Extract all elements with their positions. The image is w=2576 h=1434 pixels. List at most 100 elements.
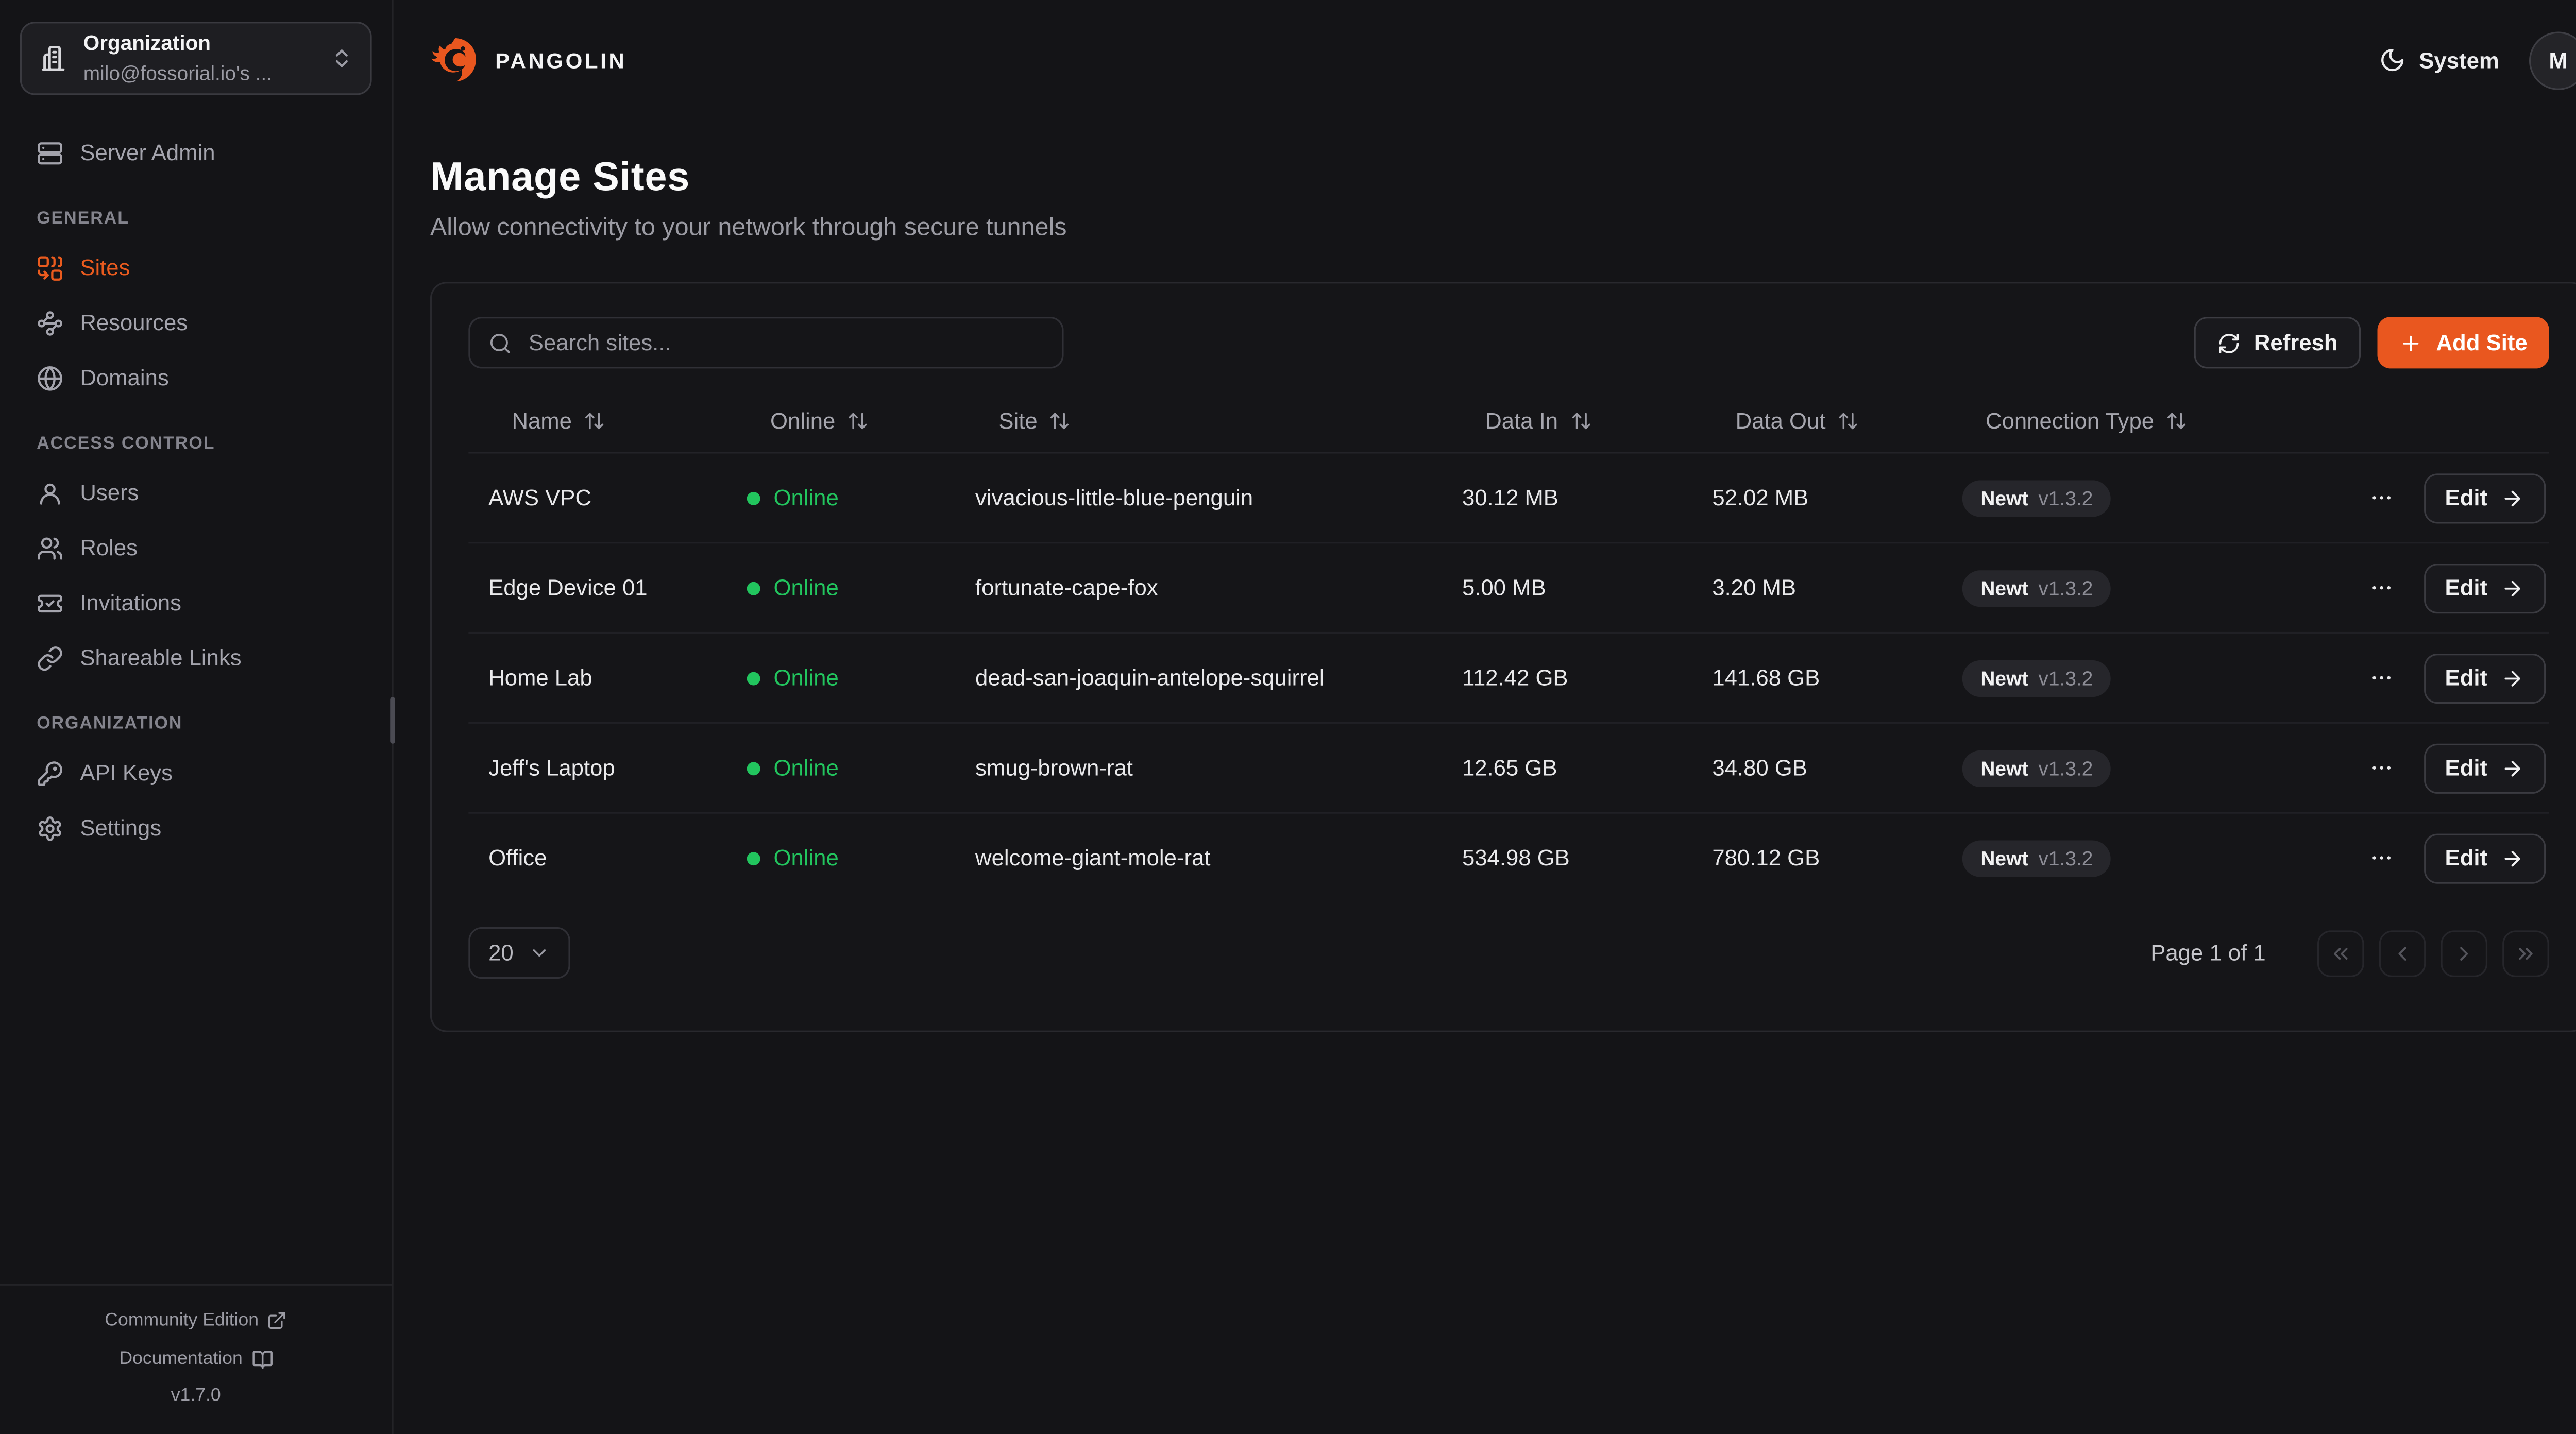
last-page-button[interactable] [2502, 929, 2549, 977]
data-in-value: 12.65 GB [1462, 755, 1557, 781]
arrow-right-icon [2501, 576, 2524, 599]
edit-button[interactable]: Edit [2423, 472, 2546, 523]
community-edition-link[interactable]: Community Edition [105, 1302, 287, 1339]
previous-page-button[interactable] [2379, 929, 2426, 977]
site-slug: vivacious-little-blue-penguin [975, 485, 1253, 510]
header-data-in[interactable]: Data In [1442, 408, 1692, 434]
sidebar-item-label: Sites [80, 255, 130, 280]
avatar-initial: M [2549, 47, 2568, 73]
sites-icon [37, 254, 63, 281]
header-site[interactable]: Site [955, 408, 1442, 434]
refresh-button[interactable]: Refresh [2194, 317, 2361, 369]
edit-button[interactable]: Edit [2423, 832, 2546, 883]
data-out-value: 141.68 GB [1712, 665, 1820, 691]
add-site-button[interactable]: Add Site [2378, 317, 2549, 369]
sidebar-item-label: Server Admin [80, 140, 215, 165]
site-slug: fortunate-cape-fox [975, 575, 1158, 601]
sidebar-item-label: Invitations [80, 590, 182, 616]
sidebar-item-domains[interactable]: Domains [20, 350, 372, 405]
header-connection-type[interactable]: Connection Type [1942, 408, 2251, 434]
chevron-right-icon [2460, 946, 2468, 960]
theme-label: System [2419, 47, 2499, 73]
theme-toggle[interactable]: System [2379, 47, 2499, 74]
sidebar-item-shareable-links[interactable]: Shareable Links [20, 630, 372, 686]
row-more-options-icon[interactable] [2368, 845, 2394, 870]
page-size-value: 20 [488, 940, 514, 966]
avatar[interactable]: M [2529, 30, 2576, 90]
header-online[interactable]: Online [727, 408, 955, 434]
sort-icon [2166, 410, 2188, 432]
data-out-value: 780.12 GB [1712, 845, 1820, 870]
search-icon [488, 331, 512, 354]
row-more-options-icon[interactable] [2368, 665, 2394, 691]
page-title: Manage Sites [430, 155, 690, 200]
sidebar-item-invitations[interactable]: Invitations [20, 575, 372, 630]
table-row: Home Lab Online dead-san-joaquin-antelop… [468, 634, 2549, 724]
online-dot-icon [747, 581, 760, 595]
site-slug: welcome-giant-mole-rat [975, 845, 1211, 870]
edit-button[interactable]: Edit [2423, 653, 2546, 703]
sidebar-item-users[interactable]: Users [20, 465, 372, 520]
next-page-button[interactable] [2441, 929, 2488, 977]
online-status: Online [727, 845, 955, 870]
connection-type-badge: Newt v1.3.2 [1962, 839, 2111, 877]
sidebar-item-api-keys[interactable]: API Keys [20, 745, 372, 800]
moon-icon [2379, 47, 2406, 74]
page-size-select[interactable]: 20 [468, 927, 570, 979]
users-icon [37, 535, 63, 561]
section-heading-access-control: ACCESS CONTROL [37, 433, 215, 454]
site-name: Jeff's Laptop [488, 755, 615, 781]
sidebar-item-settings[interactable]: Settings [20, 800, 372, 856]
sidebar-item-label: Shareable Links [80, 645, 242, 671]
chevrons-left-icon [2334, 947, 2348, 959]
sidebar-item-sites[interactable]: Sites [20, 240, 372, 295]
pagination: 20 Page 1 of 1 [468, 927, 2549, 979]
first-page-button[interactable] [2317, 929, 2364, 977]
refresh-label: Refresh [2253, 330, 2338, 355]
pangolin-logo-icon [430, 35, 480, 85]
app-version: v1.7.0 [171, 1386, 221, 1406]
row-more-options-icon[interactable] [2368, 575, 2394, 601]
table-header-row: Name Online Site Data In Data Out Connec… [468, 390, 2549, 454]
main-content: PANGOLIN System M Manage Sites Allow con… [394, 0, 2576, 1434]
header-name[interactable]: Name [468, 408, 727, 434]
org-selector[interactable]: Organization milo@fossorial.io's ... [20, 22, 372, 95]
online-status: Online [727, 575, 955, 600]
search-input[interactable] [525, 328, 1044, 357]
edit-button[interactable]: Edit [2423, 562, 2546, 613]
plus-icon [2399, 331, 2422, 354]
sidebar-item-resources[interactable]: Resources [20, 295, 372, 350]
edit-button[interactable]: Edit [2423, 743, 2546, 793]
online-dot-icon [747, 491, 760, 505]
community-edition-label: Community Edition [105, 1310, 259, 1331]
building-icon [38, 43, 68, 73]
page-subtitle: Allow connectivity to your network throu… [430, 213, 1067, 242]
online-status: Online [727, 485, 955, 510]
ticket-check-icon [37, 589, 63, 616]
connection-type-badge: Newt v1.3.2 [1962, 659, 2111, 696]
sidebar-item-server-admin[interactable]: Server Admin [20, 125, 372, 180]
site-name: AWS VPC [488, 485, 592, 510]
org-value: milo@fossorial.io's ... [83, 61, 273, 86]
site-slug: dead-san-joaquin-antelope-squirrel [975, 665, 1325, 691]
external-link-icon [267, 1310, 287, 1330]
header-data-out[interactable]: Data Out [1692, 408, 1942, 434]
sort-icon [584, 410, 605, 432]
chevron-left-icon [2398, 946, 2406, 960]
site-slug: smug-brown-rat [975, 755, 1133, 781]
data-in-value: 112.42 GB [1462, 665, 1568, 691]
documentation-link[interactable]: Documentation [119, 1341, 273, 1377]
sidebar-item-label: Users [80, 480, 139, 505]
row-more-options-icon[interactable] [2368, 485, 2394, 510]
sidebar-resize-handle[interactable] [390, 697, 395, 744]
search-box[interactable] [468, 317, 1064, 369]
chevrons-up-down-icon [330, 47, 353, 70]
online-status: Online [727, 665, 955, 690]
connection-type-badge: Newt v1.3.2 [1962, 479, 2111, 516]
row-more-options-icon[interactable] [2368, 755, 2394, 780]
arrow-right-icon [2501, 486, 2524, 509]
chevron-down-icon [529, 942, 550, 964]
resources-icon [37, 310, 63, 336]
sidebar-item-roles[interactable]: Roles [20, 520, 372, 575]
table-row: Jeff's Laptop Online smug-brown-rat 12.6… [468, 724, 2549, 814]
